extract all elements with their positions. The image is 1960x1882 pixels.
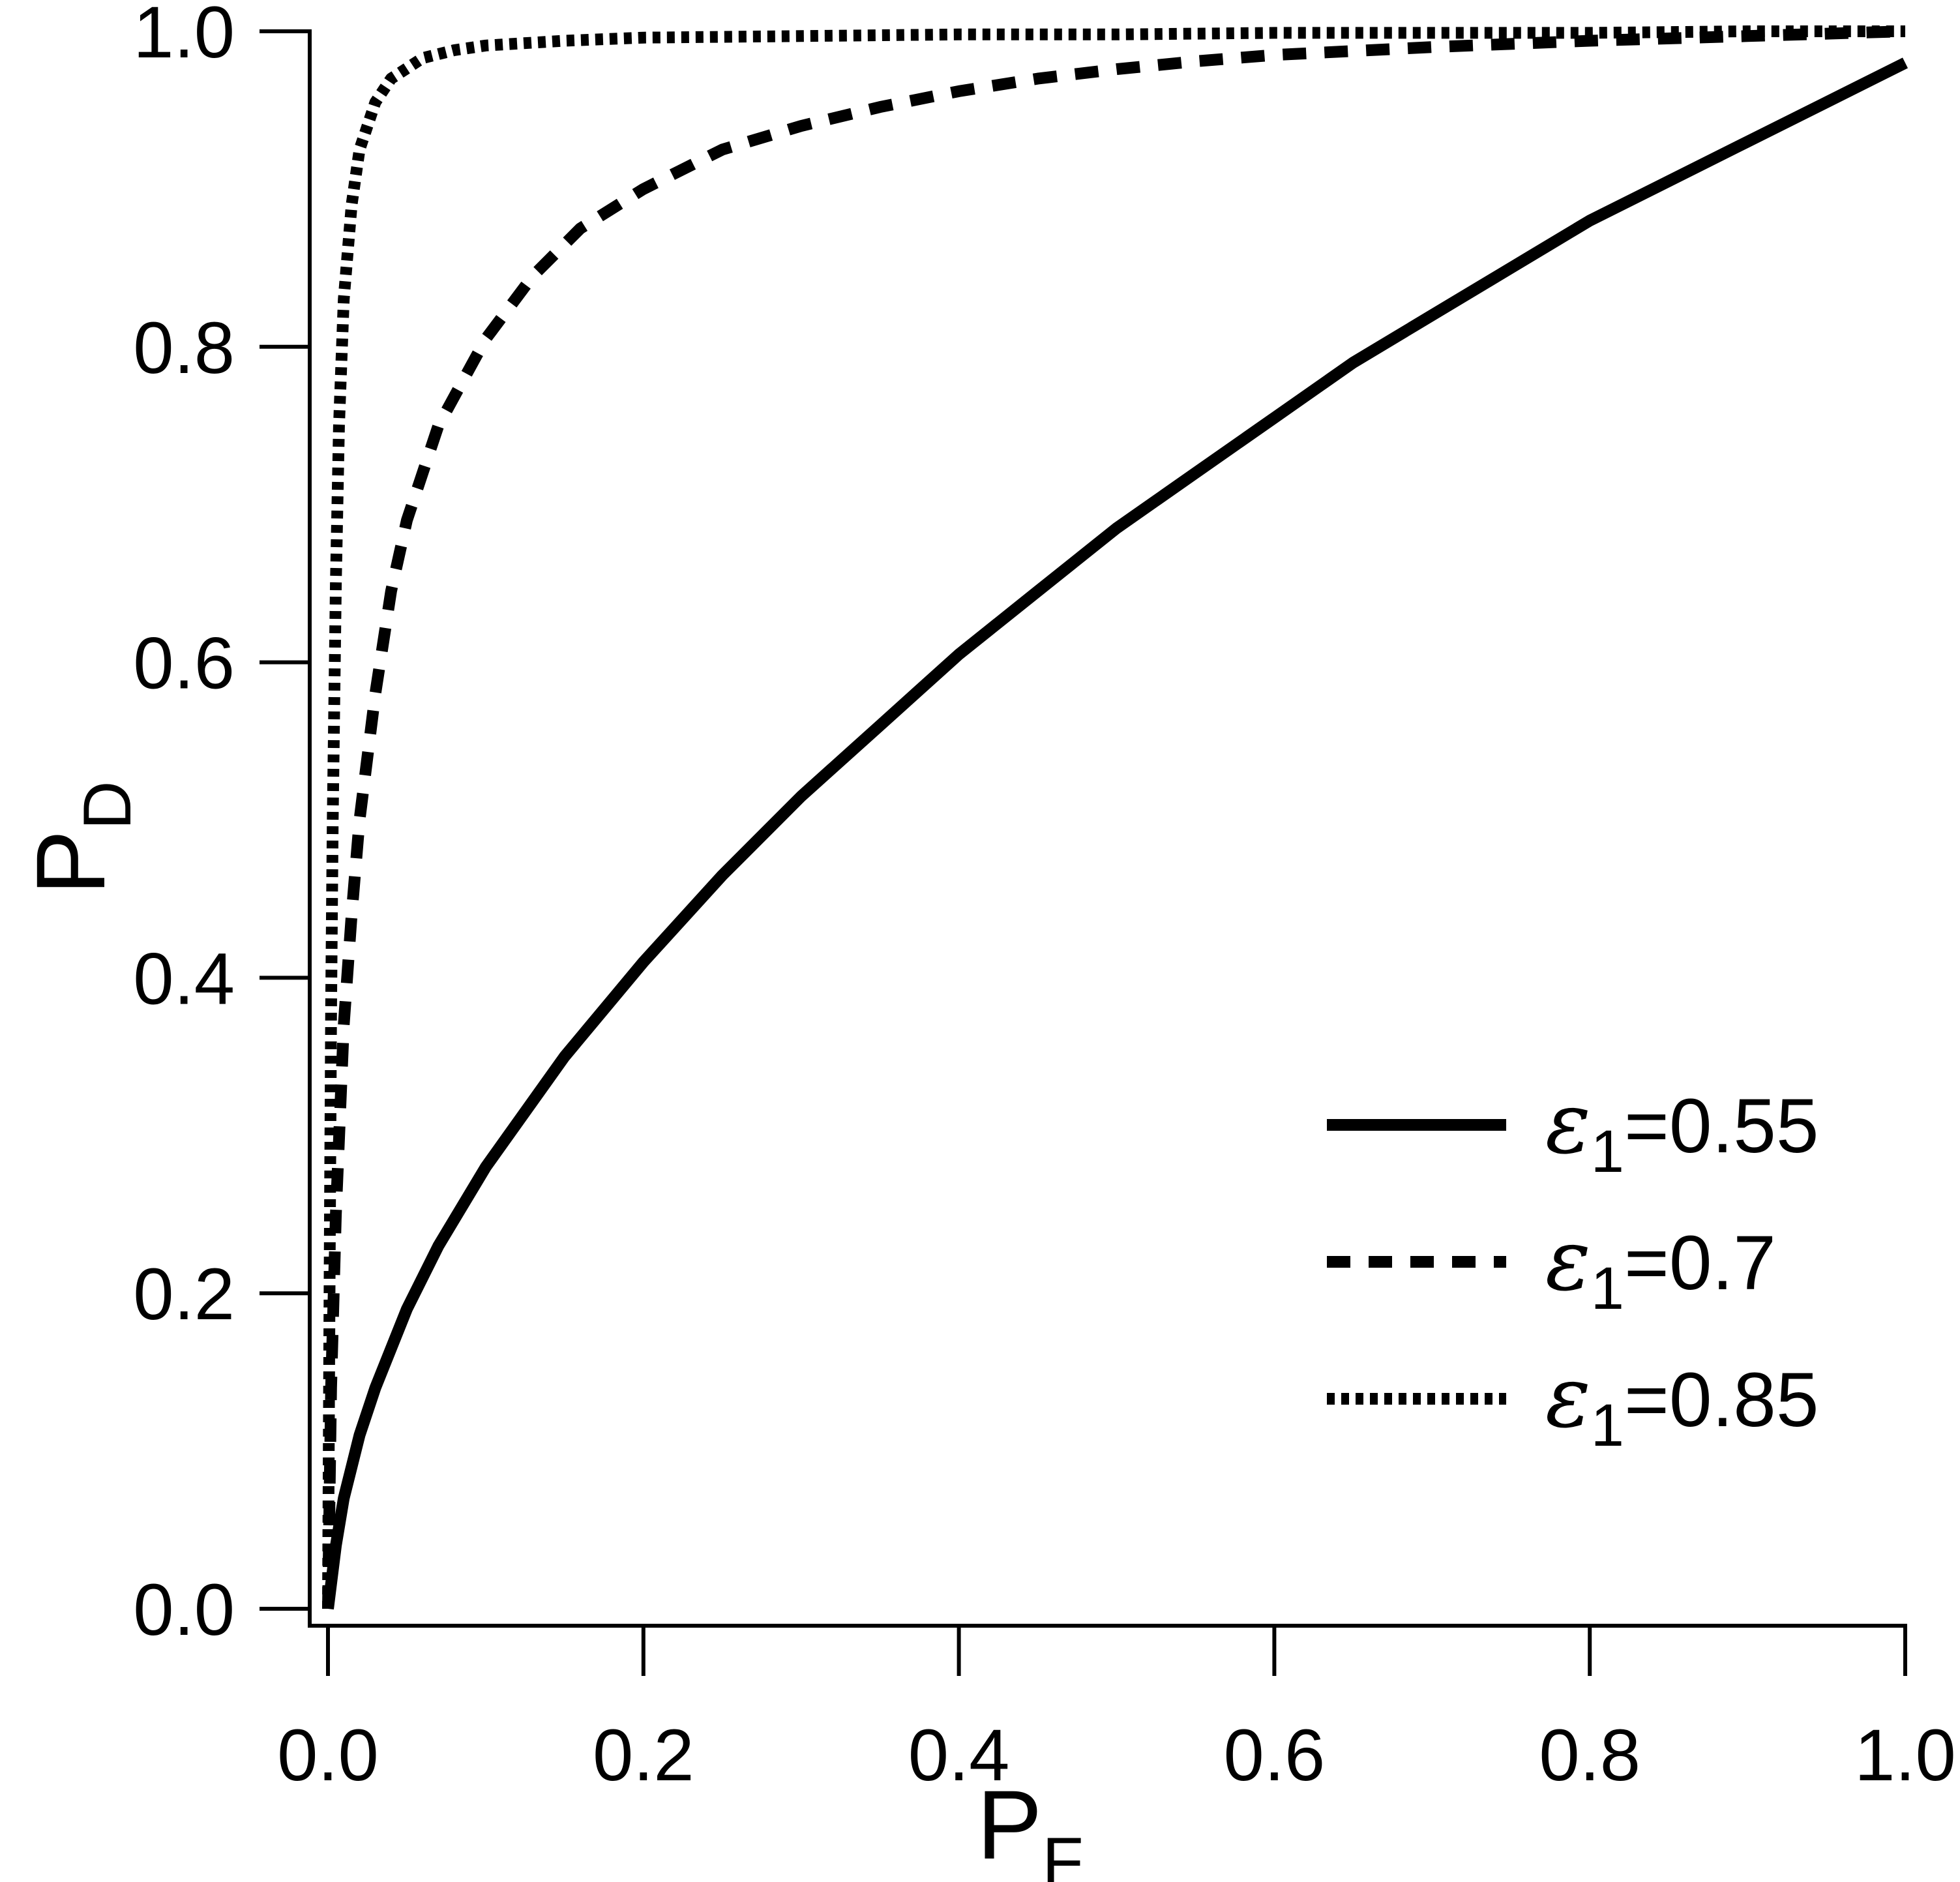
series-line-3 (322, 25, 1905, 1609)
series-line-2 (322, 25, 1906, 1609)
y-tick-label: 0.2 (133, 1253, 235, 1335)
x-tick-label: 0.4 (908, 1714, 1010, 1796)
series-layer (322, 25, 1908, 1610)
legend: ε1=0.55 ε1=0.7 ε1=0.85 (1327, 1073, 1819, 1459)
series-line-1 (322, 57, 1908, 1610)
y-axis-title: PD (16, 781, 145, 895)
y-tick-label: 0.6 (133, 623, 235, 704)
legend-label-3: ε1=0.85 (1545, 1347, 1819, 1459)
legend-label-1: ε1=0.55 (1545, 1073, 1819, 1185)
x-axis-title: PF (977, 1770, 1084, 1882)
x-tick-label: 0.6 (1224, 1714, 1326, 1796)
y-tick-label: 0.0 (133, 1569, 235, 1650)
x-tick-label: 0.8 (1539, 1714, 1641, 1796)
x-tick-label: 0.0 (277, 1714, 379, 1796)
legend-label-2: ε1=0.7 (1545, 1210, 1776, 1322)
y-tick-label: 0.8 (133, 307, 235, 389)
y-tick-label: 0.4 (133, 938, 235, 1019)
x-tick-label: 1.0 (1854, 1714, 1956, 1796)
y-tick-label: 1.0 (133, 0, 235, 73)
axes: 0.0 0.2 0.4 0.6 0.8 1.0 0.0 0.2 0.4 0.6 0.8 1.0 (133, 0, 1956, 1796)
x-tick-label: 0.2 (593, 1714, 694, 1796)
